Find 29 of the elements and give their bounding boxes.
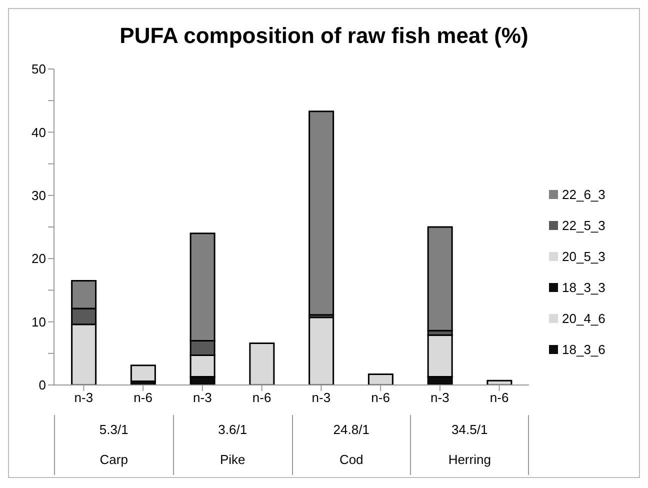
x-tick-label: n-3: [430, 390, 450, 406]
x-tick-label: n-6: [371, 390, 390, 406]
text: Herring: [410, 445, 529, 475]
y-tick-label: 20: [32, 251, 46, 266]
legend-label: 20_4_6: [562, 311, 606, 326]
text: Carp: [54, 445, 173, 475]
text: 5.3/1: [54, 415, 173, 445]
legend-label: 22_5_3: [562, 218, 606, 233]
x-tick-label: n-6: [490, 390, 509, 406]
x-tick-label: n-3: [312, 390, 331, 406]
x-tick-label: n-6: [134, 390, 152, 406]
text: Cod: [292, 445, 410, 475]
y-tick-label: 50: [32, 62, 46, 77]
text: 24.8/1: [292, 415, 410, 445]
legend-label: 20_5_3: [562, 249, 606, 264]
chart-title: PUFA composition of raw fish meat (%): [118, 23, 530, 49]
y-tick-label: 40: [32, 124, 46, 140]
x-tick-label: n-3: [193, 390, 212, 406]
x-tick-label: n-3: [74, 390, 94, 406]
legend-label: 18_3_6: [562, 342, 606, 357]
legend-label: 18_3_3: [562, 280, 606, 295]
y-tick-label: 10: [32, 314, 46, 330]
text: 34.5/1: [410, 415, 529, 445]
y-tick-label: 0: [38, 378, 46, 393]
legend-label: 22_6_3: [562, 187, 606, 202]
y-tick-label: 30: [32, 188, 46, 204]
x-tick-label: n-6: [252, 390, 272, 406]
text: 3.6/1: [172, 415, 292, 445]
text: Pike: [172, 445, 292, 475]
